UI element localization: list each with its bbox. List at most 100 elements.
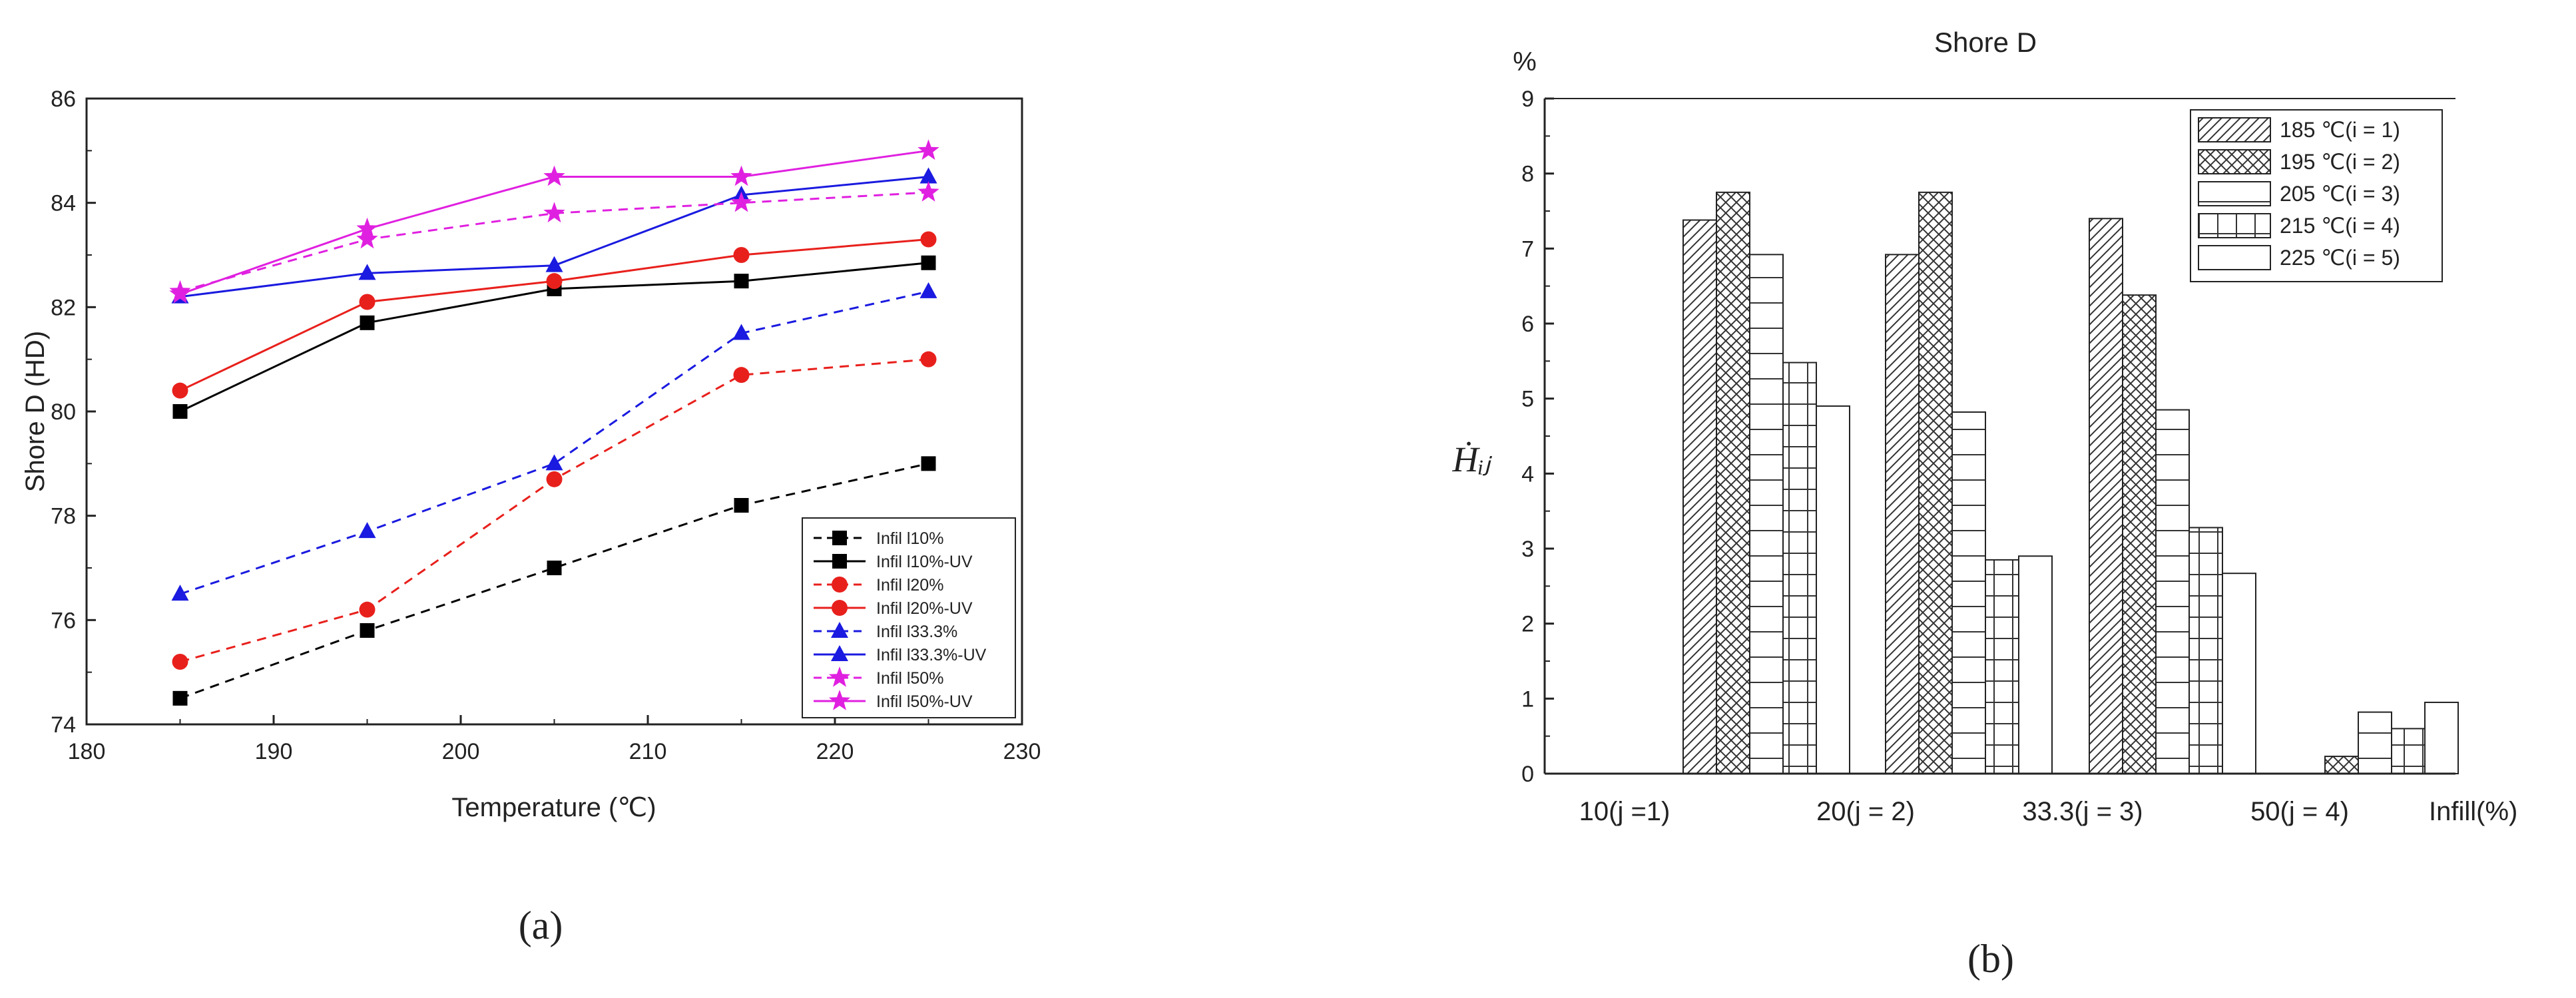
y-axis-unit: % bbox=[1513, 47, 1537, 77]
data-point bbox=[547, 561, 562, 575]
data-point bbox=[359, 601, 376, 618]
data-point bbox=[919, 167, 937, 184]
bar bbox=[2089, 218, 2123, 774]
chart-title: Shore D bbox=[1934, 27, 2037, 58]
legend-swatch bbox=[2198, 245, 2271, 270]
x-tick-label: 230 bbox=[1003, 739, 1041, 764]
legend-marker bbox=[832, 554, 847, 569]
data-point bbox=[919, 282, 937, 298]
data-point bbox=[545, 256, 563, 272]
y-tick-label: 2 bbox=[1521, 612, 1534, 637]
y-tick-label: 80 bbox=[51, 399, 76, 425]
data-point bbox=[543, 165, 565, 186]
data-point bbox=[733, 367, 750, 383]
y-tick-label: 9 bbox=[1521, 87, 1534, 112]
data-point bbox=[546, 471, 563, 487]
data-point bbox=[734, 498, 749, 513]
data-point bbox=[921, 456, 936, 471]
bar bbox=[1918, 191, 1953, 775]
bar bbox=[1951, 411, 1986, 774]
data-point bbox=[172, 404, 188, 419]
y-tick-label: 76 bbox=[51, 608, 76, 633]
panel-label: (b) bbox=[1967, 937, 2014, 981]
bar bbox=[1985, 559, 2019, 775]
bar bbox=[1749, 254, 1784, 774]
series-line bbox=[180, 290, 929, 595]
category-label: 33.3(j = 3) bbox=[2022, 797, 2143, 826]
legend-marker bbox=[832, 600, 848, 616]
y-tick-label: 8 bbox=[1521, 162, 1534, 187]
legend-frame bbox=[802, 517, 1016, 718]
legend-label: 195 ℃(i = 2) bbox=[2280, 150, 2400, 174]
bar bbox=[2122, 294, 2157, 775]
data-point bbox=[920, 231, 937, 248]
data-point bbox=[356, 217, 378, 238]
legend-label: Infil l33.3% bbox=[876, 623, 957, 641]
data-point bbox=[920, 351, 937, 368]
y-tick-label: 74 bbox=[51, 712, 76, 738]
y-tick-label: 1 bbox=[1521, 686, 1534, 712]
legend-swatch bbox=[2198, 117, 2271, 142]
legend-label: Infil l10% bbox=[876, 529, 943, 548]
data-point bbox=[546, 273, 563, 290]
legend: 185 ℃(i = 1) 195 ℃(i = 2) 205 ℃(i = 3) 215 … bbox=[2190, 109, 2443, 282]
panel-label: (a) bbox=[519, 903, 563, 947]
data-point bbox=[360, 315, 375, 330]
y-tick-label: 82 bbox=[51, 295, 76, 320]
series-group bbox=[169, 139, 939, 706]
category-label: 10(j =1) bbox=[1579, 797, 1671, 826]
data-point bbox=[733, 247, 750, 263]
y-axis-label: Ḣᵢⱼ bbox=[1452, 439, 1493, 479]
bar-chart-panel: Shore D % Ḣᵢⱼ 0 1 2 3 4 5 6 7 8 9 10(j =1) 20(j = 2… bbox=[1452, 27, 2518, 981]
y-tick-label: 6 bbox=[1521, 312, 1534, 337]
x-axis-label: Temperature (℃) bbox=[451, 793, 656, 822]
legend-marker bbox=[831, 622, 848, 638]
bar bbox=[1885, 254, 1920, 774]
bar bbox=[2189, 527, 2223, 774]
x-axis-label: Infill(%) bbox=[2429, 797, 2517, 826]
data-point bbox=[358, 264, 376, 280]
data-point bbox=[921, 255, 936, 270]
bar bbox=[2155, 409, 2190, 774]
legend-label: Infil l20% bbox=[876, 576, 943, 595]
data-point bbox=[543, 202, 565, 223]
data-point bbox=[730, 165, 752, 186]
bar bbox=[1782, 362, 1817, 774]
y-tick-label: 78 bbox=[51, 504, 76, 529]
x-tick-label: 190 bbox=[255, 739, 293, 764]
axes: 180 190 200 210 220 230 74 76 78 80 82 84 86 bbox=[51, 87, 1041, 764]
data-point bbox=[734, 274, 749, 289]
bar bbox=[2018, 555, 2053, 774]
line-chart-panel: 180 190 200 210 220 230 74 76 78 80 82 84 86 Tempera… bbox=[21, 87, 1041, 947]
legend-marker bbox=[832, 577, 848, 593]
data-point bbox=[359, 294, 376, 310]
legend-label: 205 ℃(i = 3) bbox=[2280, 182, 2400, 206]
bar bbox=[2222, 573, 2256, 774]
bar bbox=[2358, 711, 2392, 774]
data-point bbox=[360, 623, 375, 638]
data-point bbox=[172, 654, 188, 670]
x-tick-label: 210 bbox=[629, 739, 667, 764]
y-tick-label: 3 bbox=[1521, 537, 1534, 562]
bar bbox=[2391, 728, 2426, 775]
series-line bbox=[180, 191, 929, 293]
bars-group bbox=[1682, 191, 2459, 775]
legend-label: 225 ℃(i = 5) bbox=[2280, 246, 2400, 270]
data-point bbox=[171, 585, 189, 601]
bar bbox=[1716, 191, 1750, 775]
bar bbox=[2424, 701, 2459, 775]
data-point bbox=[732, 324, 750, 340]
data-point bbox=[358, 522, 376, 539]
category-label: 50(j = 4) bbox=[2250, 797, 2349, 826]
legend-marker bbox=[832, 531, 847, 545]
series-line bbox=[179, 462, 929, 700]
legend-swatch bbox=[2198, 181, 2271, 206]
category-label: 20(j = 2) bbox=[1816, 797, 1915, 826]
y-tick-label: 7 bbox=[1521, 236, 1534, 262]
x-tick-label: 200 bbox=[442, 739, 480, 764]
data-point bbox=[356, 228, 378, 249]
bar bbox=[1682, 219, 1717, 774]
y-tick-label: 4 bbox=[1521, 461, 1534, 487]
axes: 0 1 2 3 4 5 6 7 8 9 10(j =1) 20(j = 2) 33.3(j = 3) 50… bbox=[1521, 87, 2455, 826]
